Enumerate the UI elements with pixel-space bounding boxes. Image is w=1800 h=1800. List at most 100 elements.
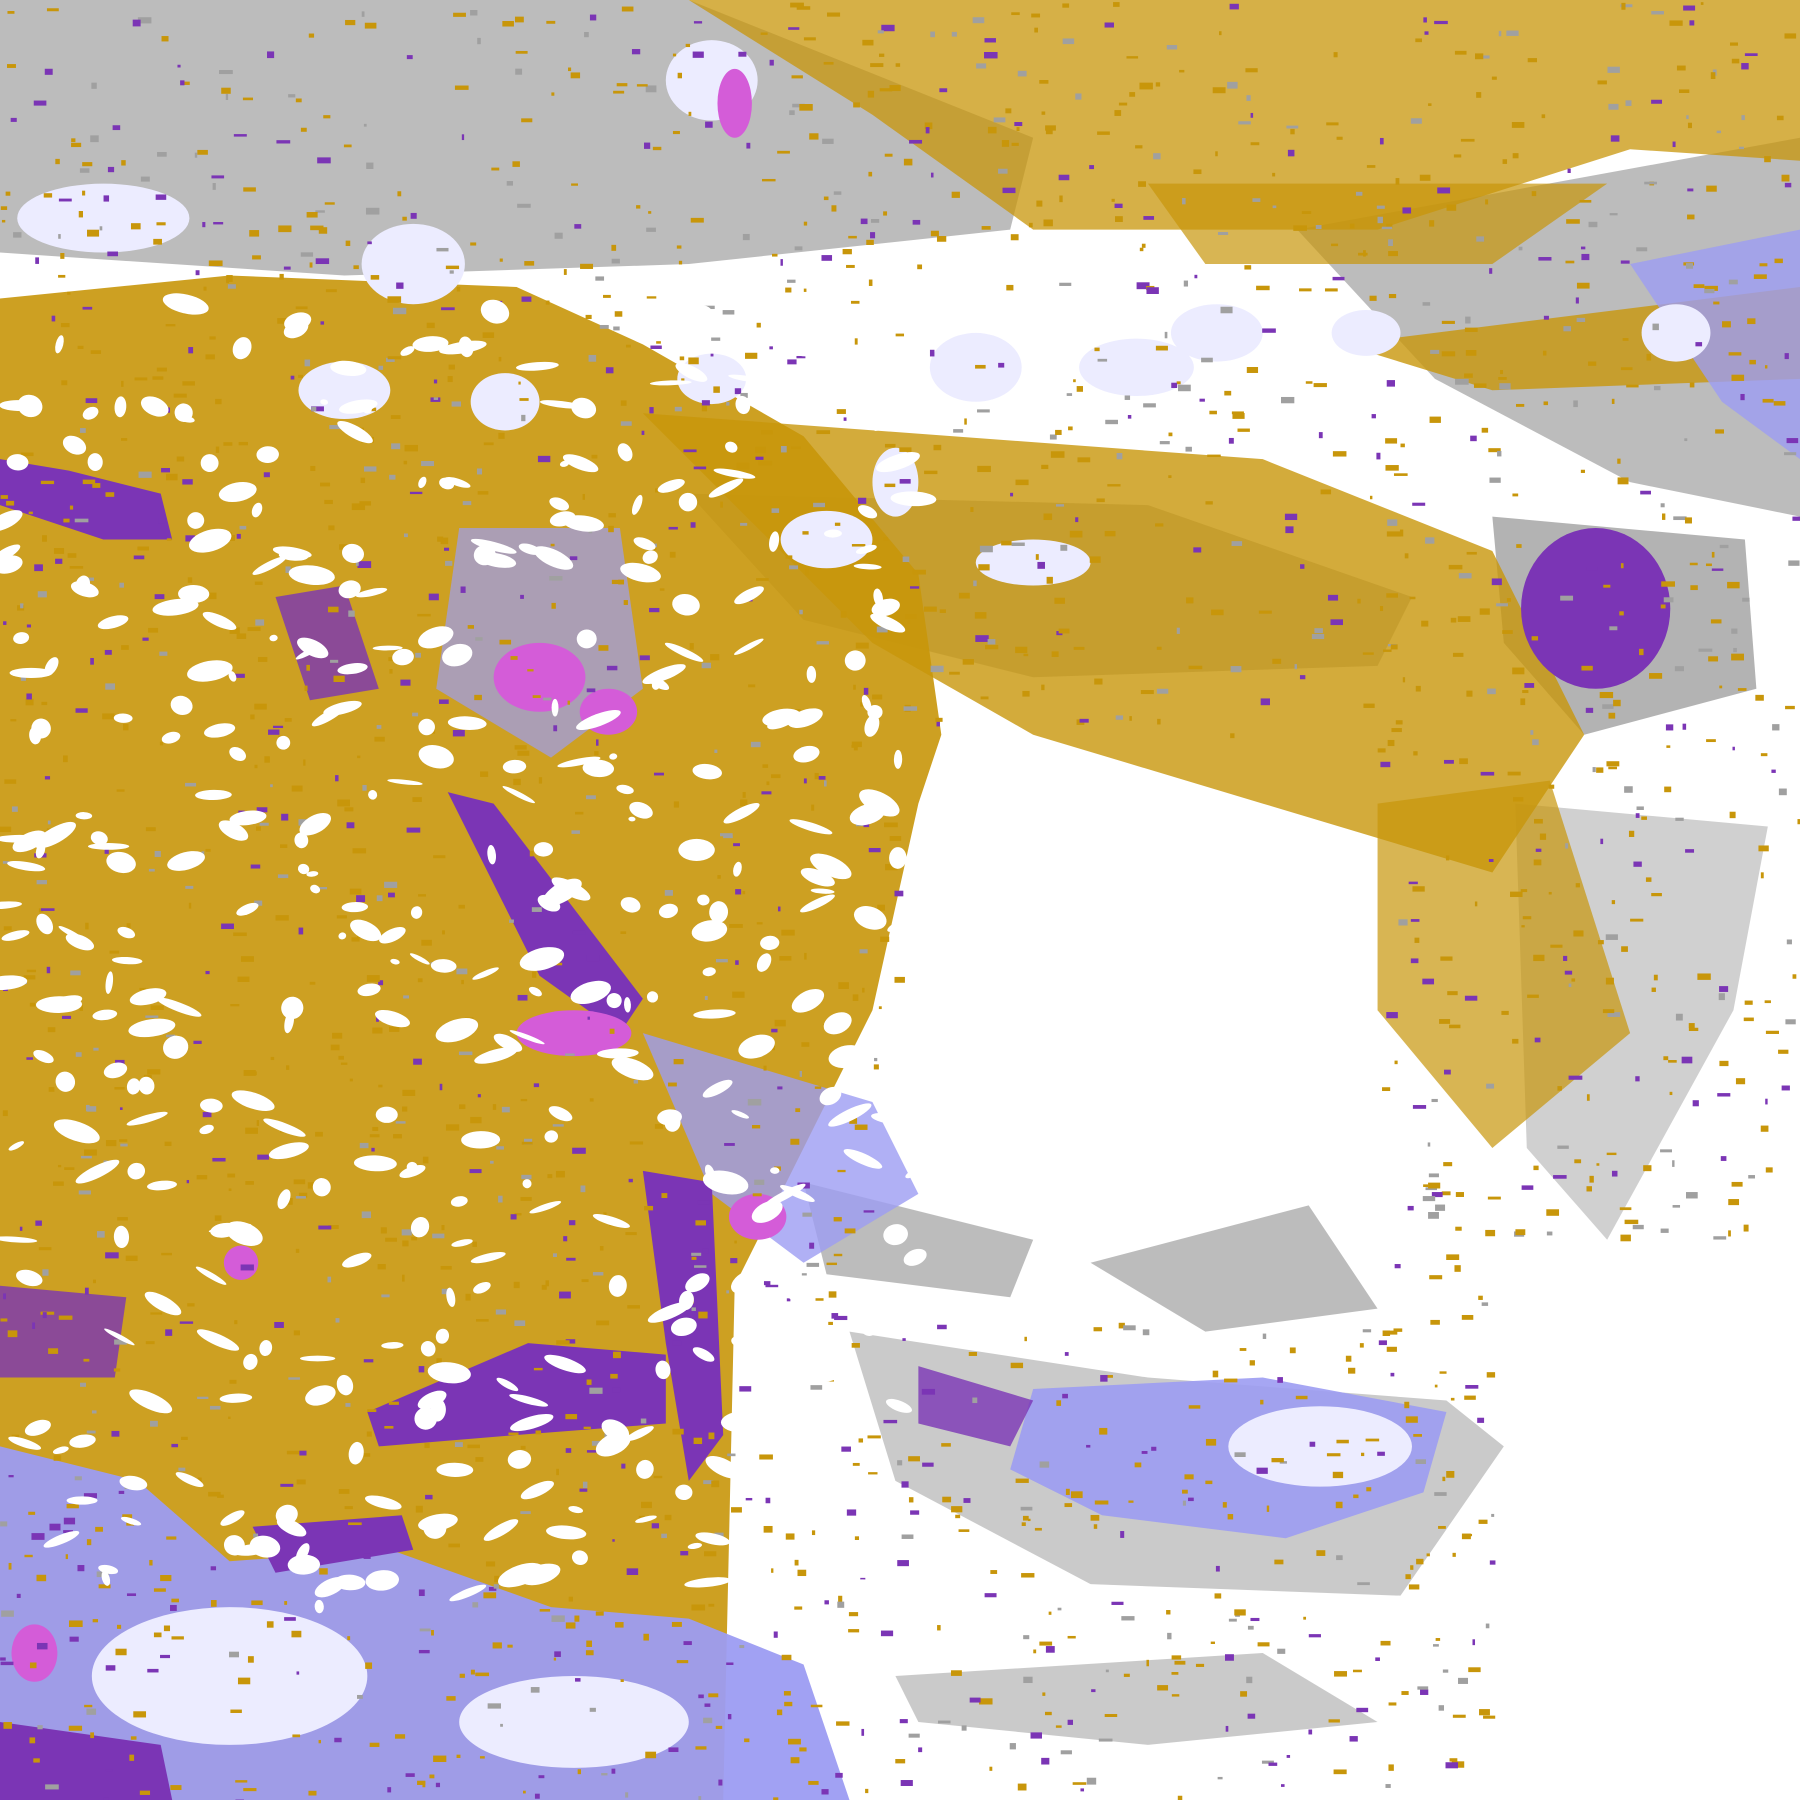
- speckle: [1146, 1659, 1149, 1667]
- clear-gap: [144, 1291, 182, 1316]
- speckle: [1271, 1458, 1284, 1463]
- speckle: [977, 409, 990, 413]
- speckle: [694, 1265, 707, 1268]
- speckle: [453, 12, 466, 17]
- speckle: [758, 460, 773, 466]
- speckle: [1706, 739, 1716, 743]
- speckle: [799, 1070, 802, 1077]
- speckle: [620, 1679, 624, 1682]
- speckle: [1073, 646, 1085, 650]
- speckle: [858, 1438, 864, 1443]
- clear-gap: [870, 613, 906, 633]
- speckle: [702, 1248, 709, 1254]
- speckle: [1386, 1346, 1397, 1352]
- speckle: [1434, 1384, 1438, 1388]
- speckle: [1062, 1393, 1068, 1399]
- speckle: [1395, 720, 1403, 725]
- speckle: [1060, 544, 1068, 551]
- speckle: [376, 895, 383, 902]
- speckle: [1231, 541, 1243, 546]
- speckle: [1230, 666, 1242, 673]
- speckle: [1043, 513, 1053, 521]
- speckle: [1402, 677, 1406, 683]
- speckle: [585, 314, 592, 320]
- speckle: [448, 1543, 460, 1548]
- speckle: [703, 1717, 713, 1724]
- speckle: [903, 706, 918, 711]
- speckle: [296, 1671, 300, 1675]
- speckle: [29, 1737, 36, 1744]
- speckle: [1442, 1476, 1446, 1482]
- clear-gap: [633, 537, 656, 551]
- speckle: [1527, 994, 1539, 998]
- speckle: [295, 1196, 306, 1199]
- speckle: [771, 508, 780, 513]
- speckle: [1184, 1474, 1194, 1480]
- speckle: [330, 659, 339, 663]
- speckle: [955, 1514, 961, 1519]
- speckle: [1156, 646, 1162, 650]
- speckle: [107, 166, 115, 173]
- speckle: [1464, 327, 1478, 332]
- speckle: [1772, 724, 1780, 731]
- speckle: [1118, 1322, 1125, 1329]
- speckle: [365, 207, 380, 215]
- clear-gap: [815, 1363, 858, 1383]
- speckle: [160, 1654, 171, 1659]
- speckle: [179, 1321, 194, 1324]
- speckle: [759, 1454, 773, 1460]
- clear-gap: [631, 494, 643, 515]
- speckle: [572, 1147, 586, 1154]
- speckle: [529, 850, 534, 857]
- speckle: [185, 782, 197, 787]
- speckle: [1410, 919, 1420, 922]
- speckle: [929, 349, 935, 357]
- speckle: [870, 63, 884, 68]
- speckle: [1387, 739, 1395, 747]
- speckle: [1336, 1439, 1349, 1444]
- speckle: [307, 1182, 317, 1189]
- clear-gap: [113, 713, 133, 723]
- clear-gap: [449, 1584, 487, 1602]
- speckle: [1410, 958, 1419, 964]
- clear-gap: [146, 1180, 177, 1191]
- speckle: [783, 1691, 791, 1696]
- speckle: [1533, 859, 1542, 866]
- speckle: [372, 1027, 383, 1034]
- speckle: [345, 19, 356, 26]
- speckle: [1332, 276, 1345, 281]
- speckle: [137, 546, 150, 551]
- clear-gap: [219, 1393, 253, 1403]
- speckle: [1423, 17, 1427, 23]
- speckle: [1034, 1527, 1042, 1531]
- speckle: [1711, 568, 1724, 571]
- clear-gap: [229, 810, 267, 826]
- clear-gap: [350, 919, 382, 942]
- speckle: [122, 1514, 133, 1520]
- speckle: [253, 1533, 259, 1538]
- speckle: [814, 1086, 822, 1089]
- speckle: [69, 566, 84, 569]
- clear-gap: [55, 335, 64, 354]
- clear-gap: [798, 301, 832, 310]
- clear-gap: [493, 1033, 523, 1052]
- speckle: [1719, 544, 1729, 549]
- speckle: [1765, 1098, 1768, 1105]
- speckle: [60, 253, 65, 259]
- speckle: [790, 2, 804, 8]
- speckle: [309, 981, 316, 985]
- clear-gap: [0, 555, 23, 574]
- clear-gap: [305, 1385, 336, 1406]
- speckle: [804, 952, 807, 960]
- speckle: [902, 1338, 906, 1341]
- speckle: [1585, 707, 1594, 713]
- speckle: [556, 1468, 559, 1476]
- speckle: [1386, 593, 1398, 598]
- speckle: [1355, 191, 1363, 196]
- speckle: [691, 1256, 697, 1260]
- speckle: [119, 582, 124, 588]
- speckle: [1422, 978, 1435, 985]
- speckle: [1625, 100, 1632, 106]
- speckle: [698, 1694, 704, 1699]
- speckle: [1548, 891, 1552, 895]
